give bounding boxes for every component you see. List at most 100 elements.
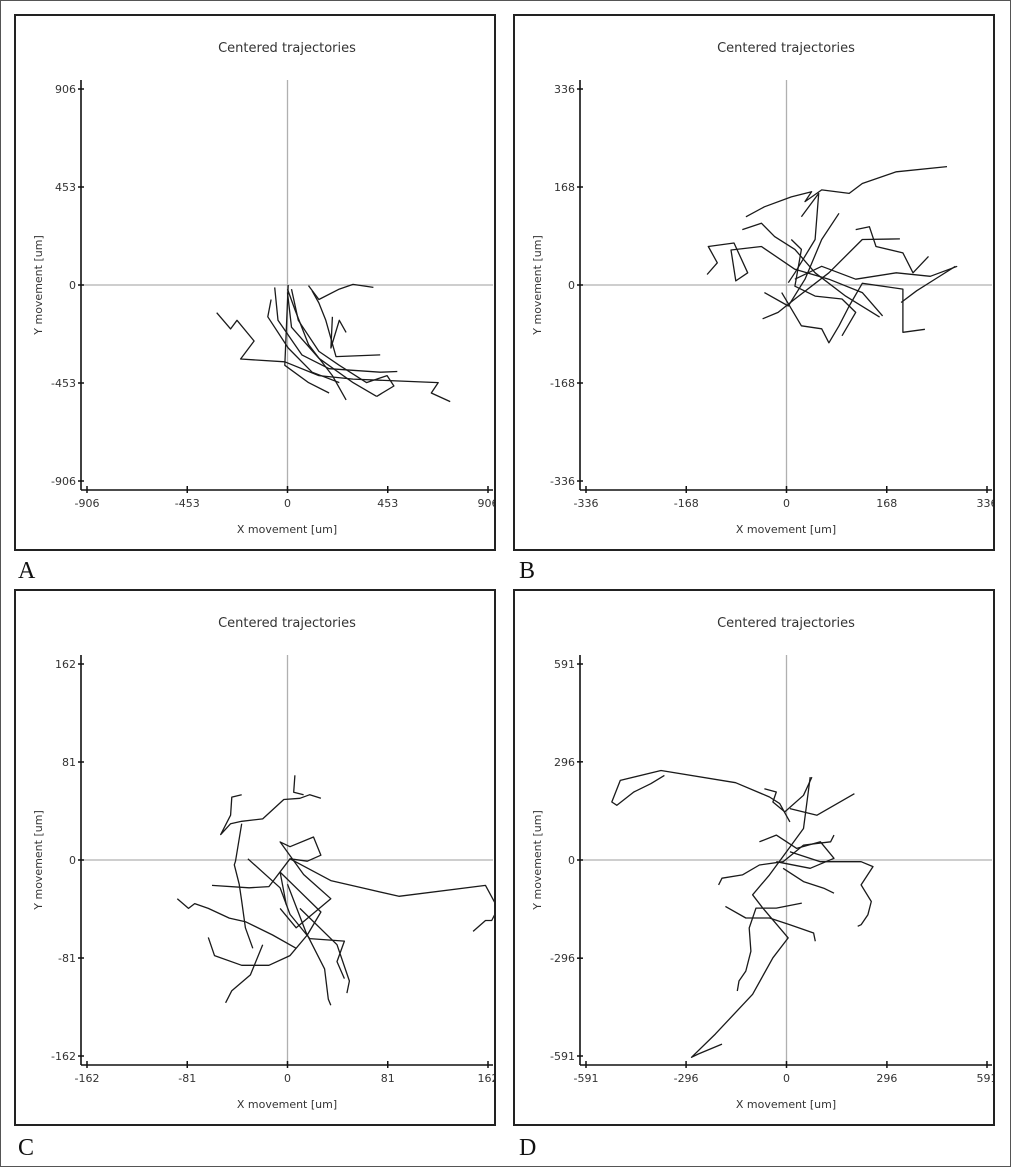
y-tick-label: 336: [554, 83, 575, 96]
x-tick-label: 336: [977, 497, 994, 510]
chart-title: Centered trajectories: [717, 41, 855, 56]
trajectory-line: [176, 898, 297, 949]
trajectory-line: [900, 265, 956, 304]
y-tick-label: -168: [550, 377, 575, 390]
y-tick-label: -591: [550, 1050, 575, 1063]
y-tick-label: 453: [55, 181, 76, 194]
x-tick-label: 0: [783, 1072, 790, 1085]
trajectory-line: [207, 871, 322, 966]
panel-a: Centered trajectories 906 453 0 -453 -906 -906…: [14, 14, 496, 551]
trajectory-line: [216, 312, 451, 403]
trajectory-line: [330, 316, 347, 349]
trajectory-line: [233, 823, 254, 949]
x-tick-label: -81: [178, 1072, 196, 1085]
x-tick-label: 162: [478, 1072, 495, 1085]
y-tick-label: -336: [550, 475, 575, 488]
x-tick-label: 0: [284, 1072, 291, 1085]
y-axis-label: Y movement [um]: [531, 810, 544, 910]
panel-b: Centered trajectories 336 168 0 -168 -336 -336…: [513, 14, 995, 551]
trajectory-line: [290, 288, 395, 397]
x-tick-label: -453: [175, 497, 200, 510]
panel-d: Centered trajectories 591 296 0 -296 -591 -591…: [513, 589, 995, 1126]
x-tick-label: 168: [876, 497, 897, 510]
x-tick-label: -168: [674, 497, 699, 510]
trajectory-line: [789, 851, 874, 927]
y-axis-label: Y movement [um]: [531, 235, 544, 335]
trajectory-line: [706, 242, 884, 317]
trajectory-chart-b: Centered trajectories 336 168 0 -168 -336 -336…: [531, 41, 994, 536]
x-tick-label: 0: [783, 497, 790, 510]
x-tick-label: -906: [75, 497, 100, 510]
trajectory-line: [286, 883, 332, 1006]
x-tick-label: 81: [381, 1072, 395, 1085]
trajectory-line: [745, 165, 948, 218]
y-axis-label: Y movement [um]: [32, 235, 45, 335]
trajectory-line: [220, 794, 322, 836]
y-tick-label: -296: [550, 952, 575, 965]
y-tick-label: 0: [568, 854, 575, 867]
y-tick-label: 0: [69, 854, 76, 867]
x-tick-label: -591: [574, 1072, 599, 1085]
trajectory-chart-a: Centered trajectories 906 453 0 -453 -906 -906…: [32, 41, 495, 536]
trajectory-line: [293, 775, 304, 796]
trajectory-line: [299, 907, 351, 994]
trajectory-line: [764, 776, 813, 813]
trajectory-line: [787, 192, 820, 284]
x-axis-label: X movement [um]: [736, 1098, 836, 1111]
chart-title: Centered trajectories: [218, 616, 356, 631]
trajectory-line: [759, 834, 835, 869]
trajectory-line: [690, 777, 811, 1058]
x-tick-label: 906: [478, 497, 495, 510]
y-tick-label: 0: [568, 279, 575, 292]
x-axis-label: X movement [um]: [237, 523, 337, 536]
y-tick-label: 906: [55, 83, 76, 96]
trajectory-line: [307, 283, 374, 301]
y-tick-label: -453: [51, 377, 76, 390]
trajectory-line: [247, 858, 346, 979]
trajectory-line: [725, 905, 816, 942]
y-tick-label: 162: [55, 658, 76, 671]
trajectory-line: [794, 265, 958, 280]
x-tick-label: -162: [75, 1072, 100, 1085]
trajectory-line: [286, 292, 378, 397]
trajectory-chart-c: Centered trajectories 162 81 0 -81 -162 -162 -8…: [32, 616, 495, 1111]
x-tick-label: -296: [674, 1072, 699, 1085]
trajectory-line: [764, 212, 840, 307]
x-axis-label: X movement [um]: [237, 1098, 337, 1111]
trajectory-line: [211, 836, 332, 929]
trajectory-line: [789, 793, 855, 816]
trajectory-line: [311, 290, 381, 358]
panel-label-b: B: [519, 558, 536, 584]
trajectory-line: [782, 867, 835, 894]
y-axis-label: Y movement [um]: [32, 810, 45, 910]
trajectory-line: [284, 284, 330, 394]
trajectory-line: [289, 858, 494, 932]
y-tick-label: 81: [62, 756, 76, 769]
trajectory-line: [611, 769, 791, 823]
x-tick-label: -336: [574, 497, 599, 510]
y-tick-label: 296: [554, 756, 575, 769]
trajectory-line: [267, 299, 340, 384]
trajectory-line: [781, 282, 925, 344]
x-axis-label: X movement [um]: [736, 523, 836, 536]
x-tick-label: 591: [977, 1072, 994, 1085]
trajectory-line: [286, 288, 347, 401]
chart-title: Centered trajectories: [717, 616, 855, 631]
trajectory-line: [225, 944, 264, 1004]
trajectory-line: [718, 834, 835, 886]
trajectory-line: [855, 226, 929, 274]
x-tick-label: 296: [876, 1072, 897, 1085]
y-tick-label: -906: [51, 475, 76, 488]
trajectory-line: [742, 222, 880, 318]
panel-label-a: A: [18, 558, 36, 584]
panel-label-c: C: [18, 1135, 35, 1161]
y-tick-label: 591: [554, 658, 575, 671]
y-tick-label: 168: [554, 181, 575, 194]
trajectory-line: [736, 902, 802, 992]
trajectory-line: [274, 287, 398, 373]
trajectory-line: [762, 238, 900, 320]
x-tick-label: 453: [377, 497, 398, 510]
panel-label-d: D: [519, 1135, 537, 1161]
panel-c: Centered trajectories 162 81 0 -81 -162 -162 -8…: [14, 589, 496, 1126]
chart-title: Centered trajectories: [218, 41, 356, 56]
